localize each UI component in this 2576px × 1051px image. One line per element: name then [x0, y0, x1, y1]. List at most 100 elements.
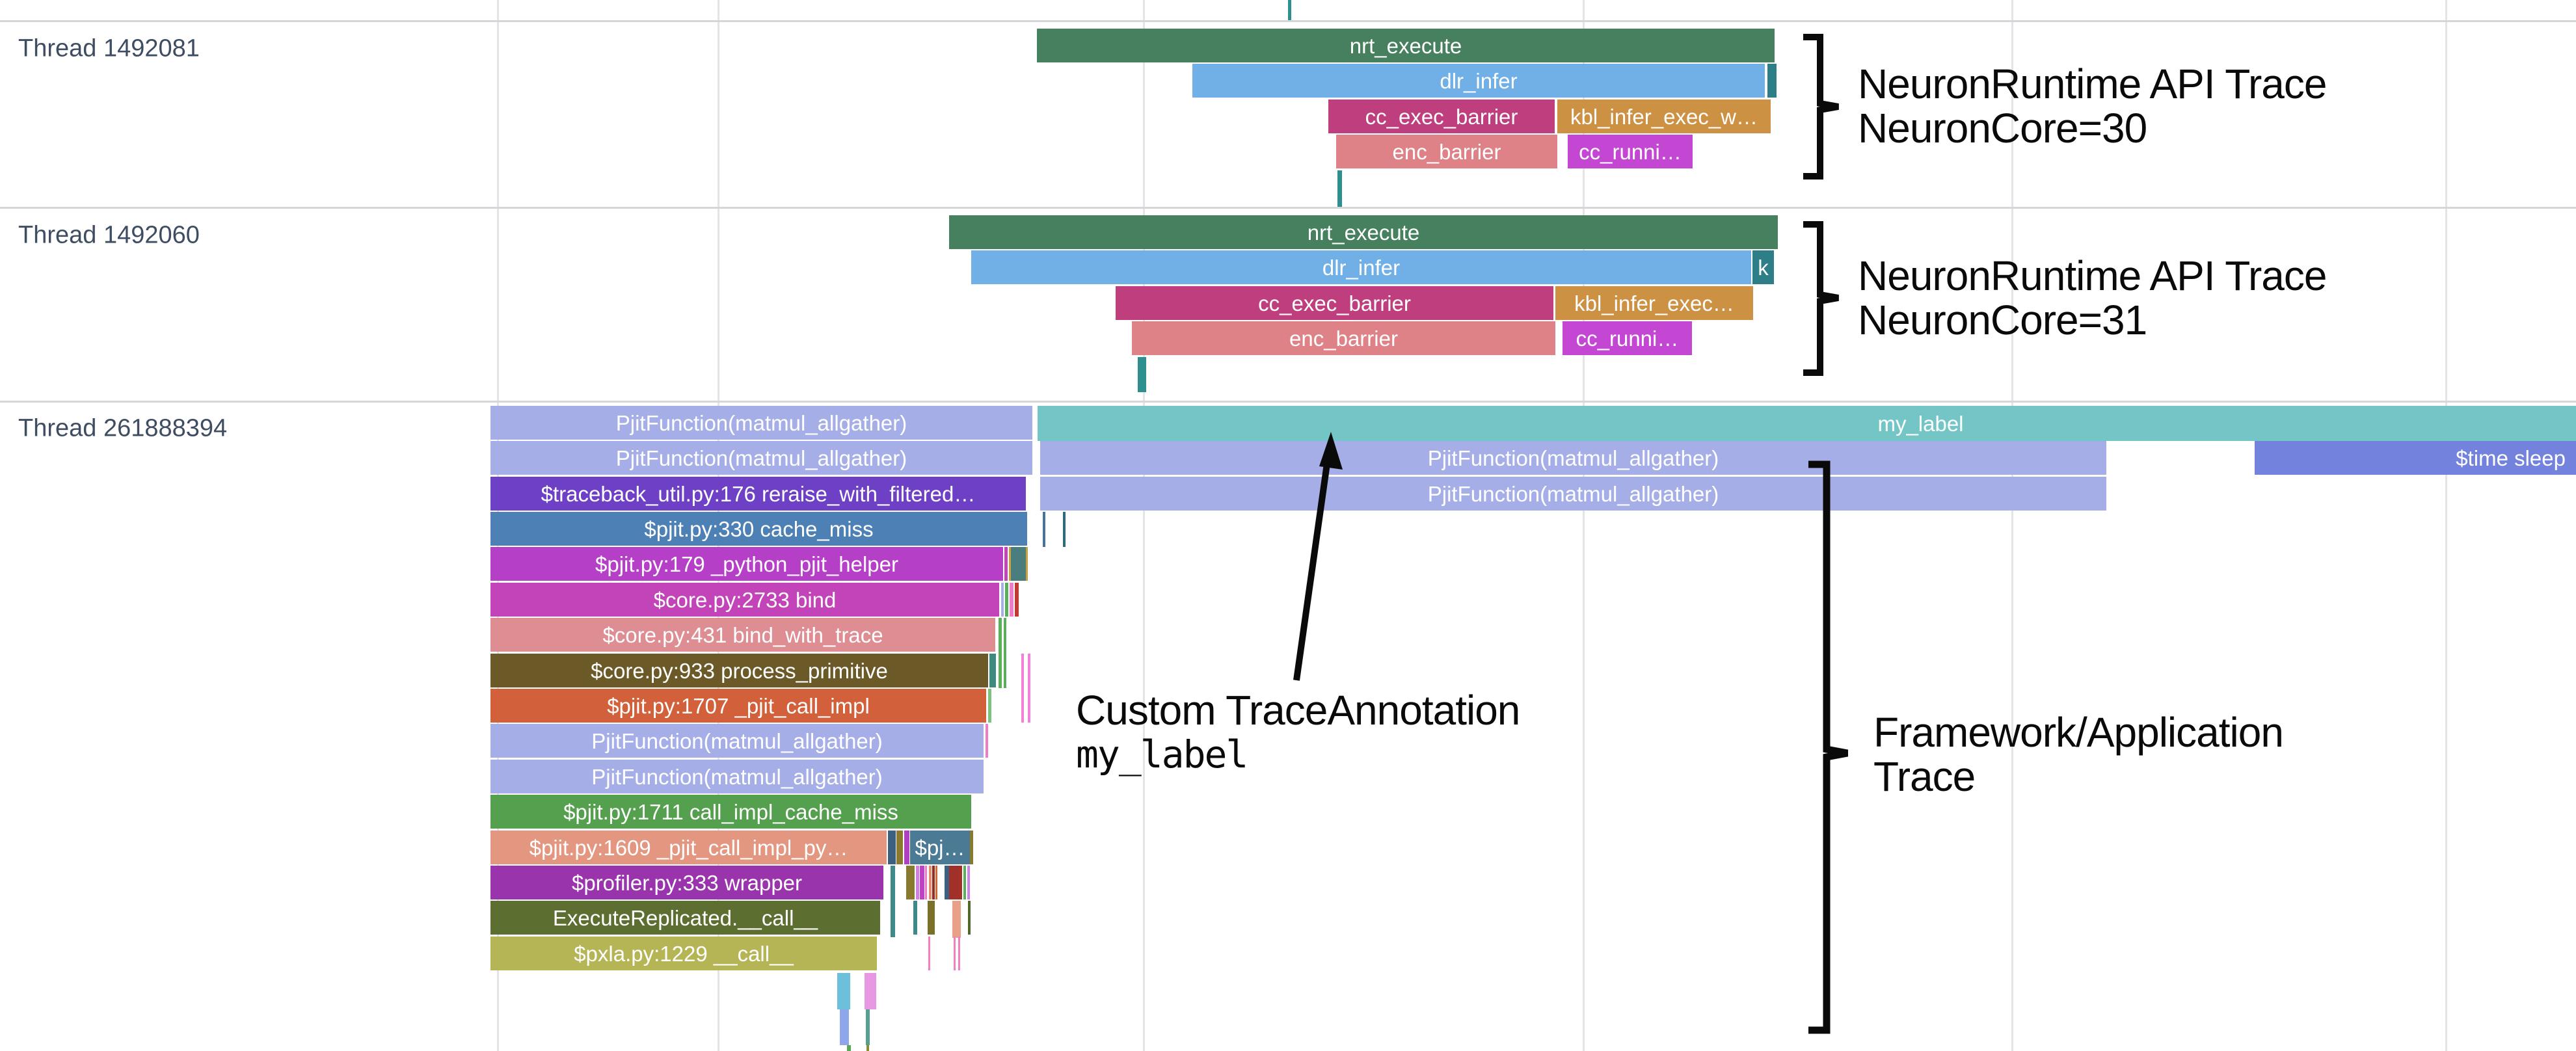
trace-span-label: PjitFunction(matmul_allgather): [615, 410, 907, 435]
row-separator: [0, 207, 2576, 209]
trace-span-cc-exec-barrier[interactable]: cc_exec_barrier: [1116, 286, 1553, 320]
trace-span-sliver[interactable]: [928, 937, 930, 970]
trace-span-label: $time sleep: [2456, 446, 2566, 470]
trace-span-sliver[interactable]: [847, 1045, 851, 1051]
trace-span-sliver[interactable]: [963, 866, 966, 899]
trace-span-sliver[interactable]: [1021, 654, 1024, 723]
trace-span-sliver[interactable]: [928, 901, 935, 935]
trace-span-core-bind[interactable]: $core.py:2733 bind: [490, 583, 999, 617]
trace-span-label: $traceback_util.py:176 reraise_with_filt…: [541, 481, 976, 506]
trace-span-sliver[interactable]: [1015, 583, 1019, 617]
trace-span-label: kbl_infer_exec…: [1574, 291, 1734, 315]
row-separator: [0, 401, 2576, 403]
trace-span-time-sleep[interactable]: $time sleep: [2255, 441, 2576, 475]
trace-span-nrt-execute[interactable]: nrt_execute: [1037, 29, 1775, 62]
trace-span-sliver[interactable]: [906, 866, 915, 899]
trace-span-kbl-infer-exec[interactable]: kbl_infer_exec_w…: [1557, 100, 1771, 133]
trace-span-cc-exec-barrier[interactable]: cc_exec_barrier: [1328, 100, 1555, 133]
trace-span-sliver[interactable]: [925, 866, 927, 899]
trace-span-sliver[interactable]: [929, 866, 932, 899]
trace-span-sliver[interactable]: [999, 618, 1002, 688]
trace-span-sliver[interactable]: [1010, 583, 1013, 617]
trace-span-kbl-infer-exec[interactable]: kbl_infer_exec…: [1555, 286, 1753, 320]
trace-span-pxla-call[interactable]: $pxla.py:1229 __call__: [490, 937, 877, 970]
trace-span-sliver[interactable]: [935, 866, 937, 899]
trace-span-sliver[interactable]: [1028, 654, 1030, 723]
trace-span-tick[interactable]: [1063, 512, 1066, 547]
trace-span-sliver[interactable]: [837, 973, 850, 1009]
trace-span-sliver[interactable]: [896, 831, 903, 864]
trace-span-sliver[interactable]: [866, 1009, 870, 1045]
trace-span-sliver[interactable]: [1005, 583, 1008, 617]
gridline: [2445, 0, 2447, 1051]
trace-span-sliver[interactable]: [913, 901, 917, 935]
trace-span-tick-prev-row[interactable]: [1288, 0, 1291, 20]
trace-span-dlr-infer[interactable]: dlr_infer: [1192, 64, 1765, 98]
trace-span-pjit-fn[interactable]: PjitFunction(matmul_allgather): [1040, 441, 2106, 475]
trace-span-sliver[interactable]: [891, 866, 895, 937]
trace-span-sliver[interactable]: [958, 937, 960, 970]
trace-span-sliver[interactable]: [967, 866, 970, 899]
trace-span-kbl-sliver[interactable]: [1767, 64, 1777, 98]
label-neuroncore-30-line2: NeuronCore=30: [1858, 105, 2147, 152]
trace-span-label: cc_runni…: [1579, 139, 1682, 164]
trace-span-label: nrt_execute: [1307, 220, 1420, 245]
trace-span-my-label[interactable]: my_label: [1038, 406, 2576, 441]
trace-span-call-impl-cache-miss[interactable]: $pjit.py:1711 call_impl_cache_miss: [490, 795, 971, 829]
trace-span-cache-miss[interactable]: $pjit.py:330 cache_miss: [490, 512, 1027, 546]
trace-span-sliver[interactable]: [920, 866, 924, 899]
label-neuroncore-31: NeuronRuntime API Trace NeuronCore=31: [1858, 252, 2327, 342]
trace-span-sliver[interactable]: [989, 654, 996, 687]
trace-span-pjit-fn[interactable]: PjitFunction(matmul_allgather): [1040, 477, 2106, 511]
trace-span-pjit-fn[interactable]: PjitFunction(matmul_allgather): [490, 406, 1032, 440]
trace-span-traceback-util[interactable]: $traceback_util.py:176 reraise_with_filt…: [490, 477, 1026, 511]
label-neuroncore-31-line1: NeuronRuntime API Trace: [1858, 252, 2327, 299]
trace-span-sliver[interactable]: [904, 831, 909, 864]
trace-span-pjit-call-impl[interactable]: $pjit.py:1707 _pjit_call_impl: [490, 689, 986, 723]
trace-span-execute-replicated[interactable]: ExecuteReplicated.__call__: [490, 901, 880, 935]
trace-span-sliver[interactable]: [888, 831, 896, 864]
trace-span-sliver[interactable]: [1009, 547, 1011, 581]
trace-span-profiler-wrapper[interactable]: $profiler.py:333 wrapper: [490, 866, 883, 899]
trace-span-sliver[interactable]: [988, 689, 991, 723]
trace-span-label: PjitFunction(matmul_allgather): [1427, 481, 1719, 506]
trace-span-dlr-infer[interactable]: dlr_infer: [971, 250, 1751, 284]
trace-span-sliver[interactable]: [1001, 583, 1004, 617]
trace-span-pjit-fn[interactable]: PjitFunction(matmul_allgather): [490, 760, 984, 793]
trace-span-sliver[interactable]: [970, 831, 973, 864]
trace-span-sliver[interactable]: [968, 901, 971, 935]
brace-neuroncore-30: [1803, 34, 1839, 180]
trace-span-pj-box[interactable]: $pj…: [910, 831, 970, 864]
trace-span-label: PjitFunction(matmul_allgather): [591, 764, 883, 789]
trace-span-sliver[interactable]: [949, 866, 962, 899]
trace-span-enc-barrier[interactable]: enc_barrier: [1336, 135, 1557, 168]
trace-span-sliver[interactable]: [916, 866, 919, 899]
trace-span-sliver[interactable]: [952, 901, 961, 938]
trace-span-sliver[interactable]: [1004, 547, 1008, 581]
trace-span-sliver[interactable]: [866, 1045, 869, 1051]
trace-span-tick[interactable]: [1043, 512, 1045, 547]
trace-span-sliver[interactable]: [954, 937, 956, 970]
trace-span-sliver[interactable]: [1011, 547, 1026, 581]
trace-span-pjit-fn[interactable]: PjitFunction(matmul_allgather): [490, 441, 1032, 475]
trace-span-sliver[interactable]: [945, 866, 949, 899]
trace-span-sliver[interactable]: [932, 866, 935, 899]
trace-span-cc-running[interactable]: cc_runni…: [1563, 321, 1692, 355]
trace-span-sliver[interactable]: [865, 973, 876, 1009]
trace-span-pjit-call-impl-py[interactable]: $pjit.py:1609 _pjit_call_impl_py…: [490, 831, 887, 864]
trace-span-sliver[interactable]: [840, 1009, 849, 1045]
trace-span-tick[interactable]: [1138, 357, 1146, 392]
trace-span-bind-with-trace[interactable]: $core.py:431 bind_with_trace: [490, 618, 995, 652]
trace-span-enc-barrier[interactable]: enc_barrier: [1132, 321, 1555, 355]
trace-span-python-pjit-helper[interactable]: $pjit.py:179 _python_pjit_helper: [490, 547, 1003, 581]
trace-span-process-primitive[interactable]: $core.py:933 process_primitive: [490, 654, 988, 687]
trace-span-nrt-execute[interactable]: nrt_execute: [949, 215, 1778, 249]
trace-span-sliver[interactable]: [1026, 547, 1028, 581]
trace-span-sliver[interactable]: [1004, 618, 1006, 688]
trace-span-sliver[interactable]: [986, 724, 988, 758]
trace-span-tick[interactable]: [1337, 170, 1342, 207]
label-framework-trace-line1: Framework/Application: [1873, 709, 2284, 756]
trace-span-cc-running[interactable]: cc_runni…: [1568, 135, 1693, 168]
trace-span-pjit-fn[interactable]: PjitFunction(matmul_allgather): [490, 724, 984, 758]
trace-span-k-span[interactable]: k: [1752, 250, 1774, 284]
